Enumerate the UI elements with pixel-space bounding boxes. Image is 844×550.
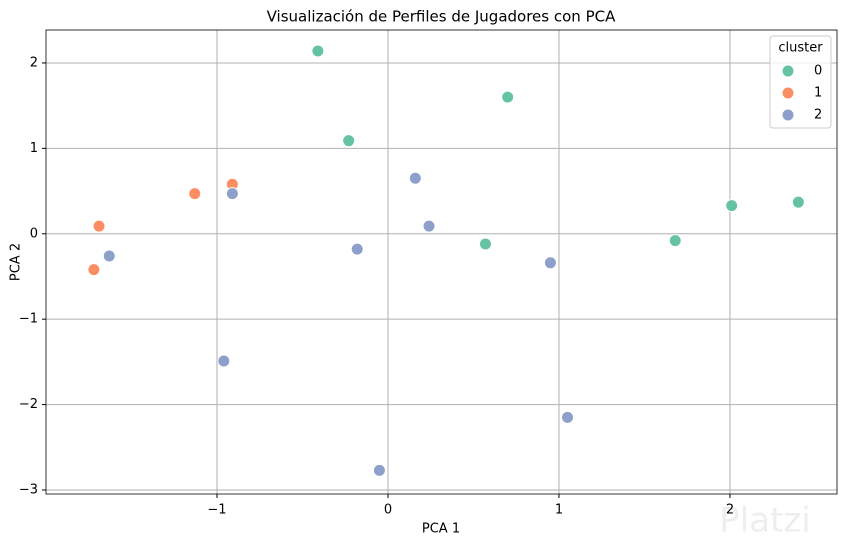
legend-label: 0 [814, 64, 822, 79]
y-tick-label: −2 [19, 397, 38, 412]
x-tick-label: 0 [384, 503, 392, 518]
legend-box [769, 35, 832, 129]
x-axis-label: PCA 1 [422, 522, 460, 537]
point [543, 256, 557, 270]
y-tick-label: 1 [30, 141, 38, 156]
legend-marker [781, 108, 795, 122]
point [422, 219, 436, 233]
point [372, 463, 386, 477]
y-tick-label: −3 [19, 482, 38, 497]
point [725, 199, 739, 213]
y-tick-label: 0 [30, 226, 38, 241]
point [668, 234, 682, 248]
point [791, 195, 805, 209]
axes-frame [45, 29, 838, 495]
x-tick-label: 1 [555, 503, 563, 518]
point [102, 249, 116, 263]
point [217, 354, 231, 368]
point [501, 90, 515, 104]
x-tick-label: 2 [726, 503, 734, 518]
point [561, 410, 575, 424]
chart-title: Visualización de Perfiles de Jugadores c… [267, 8, 616, 26]
y-tick-label: −1 [19, 312, 38, 327]
point [350, 242, 364, 256]
legend-marker [781, 86, 795, 100]
plot-area [46, 30, 837, 494]
legend-label: 2 [814, 108, 822, 123]
y-tick-label: 2 [30, 55, 38, 70]
legend-label: 1 [814, 86, 822, 101]
point [225, 187, 239, 201]
point [408, 171, 422, 185]
point [478, 237, 492, 251]
point [92, 219, 106, 233]
x-tick-label: −1 [207, 503, 226, 518]
legend-marker [781, 64, 795, 78]
point [342, 134, 356, 148]
point [188, 187, 202, 201]
watermark: Platzi [719, 501, 810, 541]
legend-title: cluster [778, 41, 823, 56]
point [87, 263, 101, 277]
point [311, 44, 325, 58]
y-axis-label: PCA 2 [9, 243, 24, 281]
